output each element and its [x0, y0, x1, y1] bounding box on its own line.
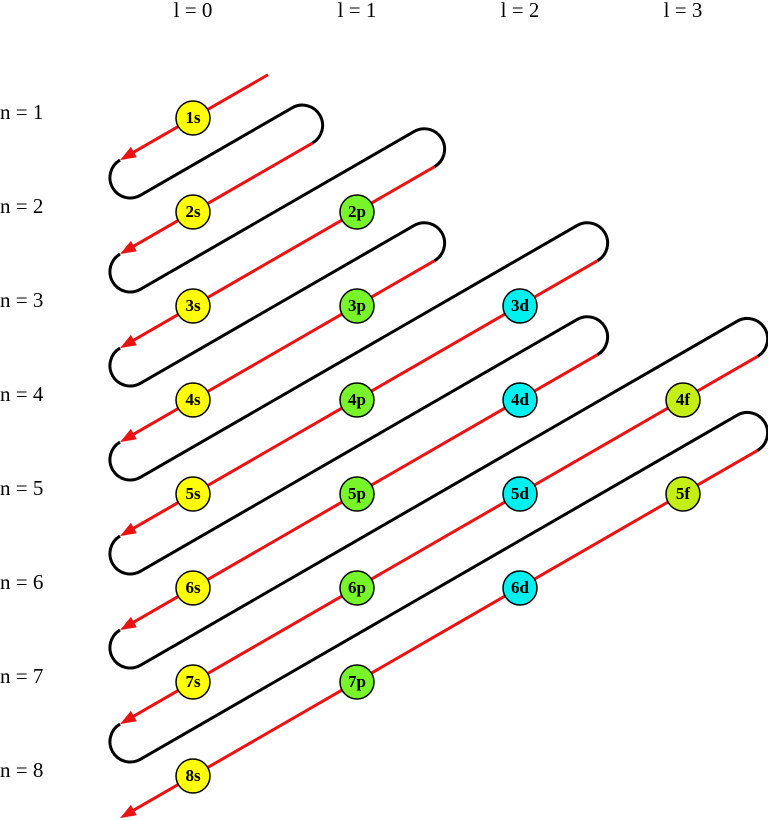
- row-label: n = 5: [0, 476, 43, 500]
- orbital-circle: [175, 476, 211, 512]
- column-header: l = 3: [664, 0, 703, 22]
- orbital: 5d: [502, 476, 538, 512]
- arrowhead: [120, 428, 137, 443]
- orbital-circle: [665, 476, 701, 512]
- orbital: 8s: [175, 758, 211, 794]
- orbital-circle: [339, 664, 375, 700]
- orbital-label: 3p: [348, 296, 366, 315]
- orbital-circle: [175, 758, 211, 794]
- red-path: [127, 141, 314, 251]
- orbital-label: 6p: [348, 578, 366, 597]
- black-path: [108, 221, 610, 482]
- orbital-circle: [175, 100, 211, 136]
- orbital: 7s: [175, 664, 211, 700]
- orbital-circle: [339, 570, 375, 606]
- orbital-label: 6d: [511, 578, 530, 597]
- orbital: 4d: [502, 382, 538, 418]
- orbital-circle: [502, 476, 538, 512]
- orbital-circle: [175, 194, 211, 230]
- orbital-circle: [175, 664, 211, 700]
- arrowhead: [120, 240, 137, 255]
- column-header: l = 0: [174, 0, 213, 22]
- black-path: [108, 103, 325, 200]
- orbital: 3p: [339, 288, 375, 324]
- orbital-label: 2s: [185, 202, 201, 221]
- orbital: 5f: [665, 476, 701, 512]
- red-path: [127, 165, 436, 345]
- orbital-circle: [175, 288, 211, 324]
- orbital: 6p: [339, 570, 375, 606]
- orbital-circle: [339, 194, 375, 230]
- orbital-label: 4d: [511, 390, 530, 409]
- orbital-circle: [665, 382, 701, 418]
- orbital-label: 5s: [185, 484, 201, 503]
- arrowhead: [120, 616, 137, 631]
- orbital-circle: [502, 288, 538, 324]
- orbital: 4f: [665, 382, 701, 418]
- orbital-circle: [339, 476, 375, 512]
- orbital: 6d: [502, 570, 538, 606]
- row-label: n = 3: [0, 288, 43, 312]
- orbital-label: 1s: [185, 108, 201, 127]
- orbital: 5p: [339, 476, 375, 512]
- orbital: 2p: [339, 194, 375, 230]
- arrowhead: [120, 522, 137, 537]
- orbital-label: 3d: [511, 296, 530, 315]
- orbital-circle: [339, 382, 375, 418]
- orbital-circle: [175, 570, 211, 606]
- orbital-label: 5d: [511, 484, 530, 503]
- arrowhead: [120, 804, 137, 819]
- orbital-label: 5p: [348, 484, 366, 503]
- orbital: 3s: [175, 288, 211, 324]
- orbital: 4s: [175, 382, 211, 418]
- orbital: 6s: [175, 570, 211, 606]
- orbital-circle: [502, 570, 538, 606]
- orbital: 4p: [339, 382, 375, 418]
- orbital: 2s: [175, 194, 211, 230]
- arrowhead: [120, 146, 137, 161]
- orbital-label: 4s: [185, 390, 201, 409]
- row-label: n = 4: [0, 382, 44, 406]
- row-label: n = 6: [0, 570, 43, 594]
- orbital-label: 7s: [185, 672, 201, 691]
- orbital-label: 7p: [348, 672, 366, 691]
- orbital: 5s: [175, 476, 211, 512]
- row-label: n = 2: [0, 194, 43, 218]
- orbital-label: 8s: [185, 766, 201, 785]
- orbital-circle: [502, 382, 538, 418]
- orbital-label: 3s: [185, 296, 201, 315]
- row-label: n = 7: [0, 664, 43, 688]
- orbital-label: 6s: [185, 578, 201, 597]
- orbital-label: 5f: [676, 484, 691, 503]
- red-path: [127, 259, 436, 439]
- black-path: [108, 221, 447, 388]
- orbital-label: 2p: [348, 202, 366, 221]
- orbital-circle: [339, 288, 375, 324]
- orbital: 7p: [339, 664, 375, 700]
- paths: [108, 73, 768, 819]
- orbital-label: 4p: [348, 390, 366, 409]
- arrowhead: [120, 334, 137, 349]
- orbital-label: 4f: [676, 390, 691, 409]
- red-path: [127, 449, 759, 815]
- black-path: [108, 315, 610, 576]
- orbital: 3d: [502, 288, 538, 324]
- row-label: n = 1: [0, 100, 43, 124]
- column-header: l = 1: [338, 0, 377, 22]
- column-header: l = 2: [501, 0, 540, 22]
- black-path: [108, 127, 447, 294]
- row-label: n = 8: [0, 758, 43, 782]
- arrowhead: [120, 710, 137, 725]
- red-path: [127, 355, 759, 721]
- orbital: 1s: [175, 100, 211, 136]
- orbital-circle: [175, 382, 211, 418]
